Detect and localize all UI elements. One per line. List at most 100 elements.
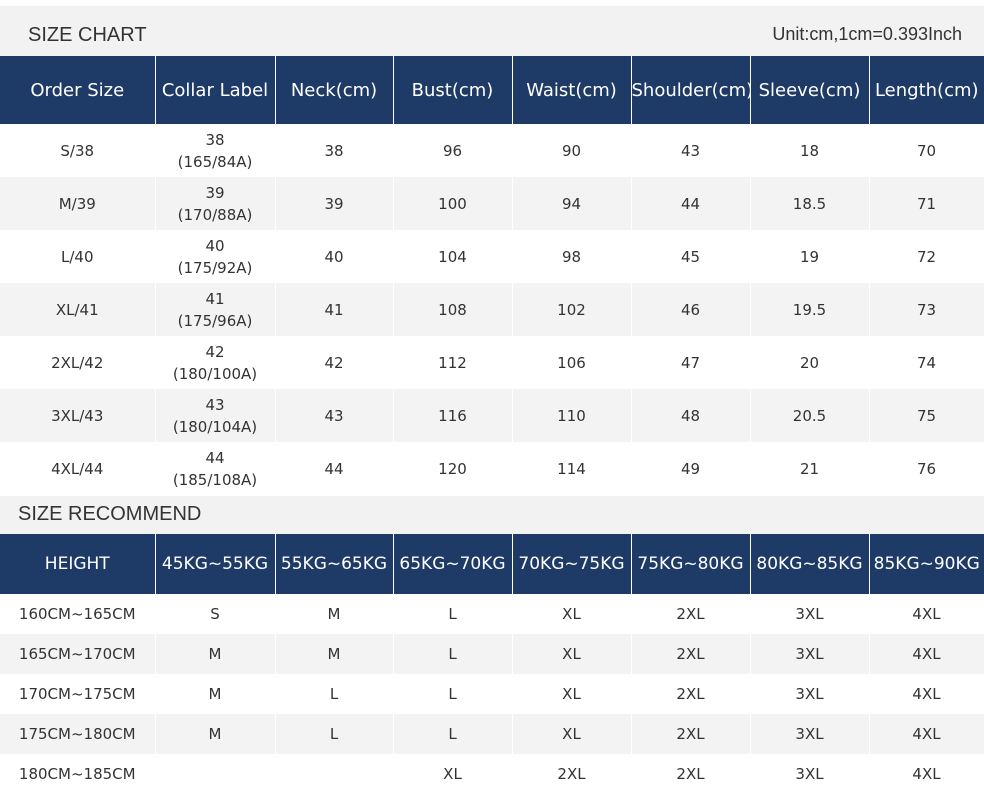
- size-cell: M: [275, 594, 394, 634]
- size-cell: 4XL: [869, 714, 984, 754]
- size-chart-title-bar: SIZE CHART Unit:cm,1cm=0.393Inch: [0, 6, 984, 56]
- neck-cell: 42: [275, 336, 394, 389]
- shoulder-cell: 47: [631, 336, 751, 389]
- size-cell: 2XL: [631, 674, 751, 714]
- collar-label-cell: 42 (180/100A): [155, 336, 276, 389]
- neck-cell: 39: [275, 177, 394, 230]
- header-weight-range: 55KG~65KG: [275, 534, 394, 594]
- size-cell: 3XL: [750, 594, 870, 634]
- sleeve-cell: 18.5: [750, 177, 870, 230]
- unit-note: Unit:cm,1cm=0.393Inch: [772, 24, 962, 44]
- size-cell: 2XL: [631, 714, 751, 754]
- size-cell: 4XL: [869, 634, 984, 674]
- shoulder-cell: 49: [631, 442, 751, 495]
- table-row: M/39 39 (170/88A) 39 100 94 44 18.5 71: [0, 177, 984, 230]
- sleeve-cell: 19: [750, 230, 870, 283]
- sleeve-cell: 20.5: [750, 389, 870, 442]
- size-cell: L: [393, 634, 513, 674]
- table-row: 160CM~165CM S M L XL 2XL 3XL 4XL: [0, 594, 984, 634]
- collar-number: 38: [205, 130, 225, 149]
- collar-spec: (175/92A): [177, 258, 253, 277]
- header-shoulder: Shoulder(cm): [631, 56, 751, 124]
- shoulder-cell: 46: [631, 283, 751, 336]
- size-cell: M: [155, 674, 276, 714]
- table-row: 4XL/44 44 (185/108A) 44 120 114 49 21 76: [0, 442, 984, 495]
- header-neck: Neck(cm): [275, 56, 394, 124]
- table-row: 170CM~175CM M L L XL 2XL 3XL 4XL: [0, 674, 984, 714]
- size-cell: 2XL: [631, 634, 751, 674]
- collar-label-cell: 41 (175/96A): [155, 283, 276, 336]
- collar-number: 40: [205, 236, 225, 255]
- bust-cell: 112: [393, 336, 513, 389]
- size-chart-header-row: Order Size Collar Label Neck(cm) Bust(cm…: [0, 56, 984, 124]
- shoulder-cell: 45: [631, 230, 751, 283]
- collar-spec: (185/108A): [172, 470, 258, 489]
- size-cell: 3XL: [750, 674, 870, 714]
- size-cell: 3XL: [750, 714, 870, 754]
- length-cell: 76: [869, 442, 984, 495]
- order-size-cell: M/39: [0, 177, 156, 230]
- collar-spec: (170/88A): [177, 205, 253, 224]
- size-cell: [275, 754, 394, 794]
- waist-cell: 106: [512, 336, 632, 389]
- waist-cell: 90: [512, 124, 632, 177]
- header-length: Length(cm): [869, 56, 984, 124]
- bust-cell: 96: [393, 124, 513, 177]
- neck-cell: 43: [275, 389, 394, 442]
- size-cell: 4XL: [869, 754, 984, 794]
- table-row: 180CM~185CM XL 2XL 2XL 3XL 4XL: [0, 754, 984, 794]
- header-sleeve: Sleeve(cm): [750, 56, 870, 124]
- neck-cell: 38: [275, 124, 394, 177]
- size-cell: XL: [512, 674, 632, 714]
- collar-number: 44: [205, 448, 225, 467]
- size-cell: XL: [393, 754, 513, 794]
- table-row: 3XL/43 43 (180/104A) 43 116 110 48 20.5 7…: [0, 389, 984, 442]
- size-cell: [155, 754, 276, 794]
- waist-cell: 94: [512, 177, 632, 230]
- header-bust: Bust(cm): [393, 56, 513, 124]
- size-cell: M: [275, 634, 394, 674]
- shoulder-cell: 44: [631, 177, 751, 230]
- height-cell: 160CM~165CM: [0, 594, 156, 634]
- length-cell: 70: [869, 124, 984, 177]
- sleeve-cell: 21: [750, 442, 870, 495]
- size-cell: S: [155, 594, 276, 634]
- size-cell: 4XL: [869, 594, 984, 634]
- header-weight-range: 45KG~55KG: [155, 534, 276, 594]
- header-weight-range: 80KG~85KG: [750, 534, 870, 594]
- header-waist: Waist(cm): [512, 56, 632, 124]
- height-cell: 170CM~175CM: [0, 674, 156, 714]
- collar-spec: (175/96A): [177, 311, 253, 330]
- collar-number: 41: [205, 289, 225, 308]
- bust-cell: 108: [393, 283, 513, 336]
- header-weight-range: 70KG~75KG: [512, 534, 632, 594]
- size-cell: 2XL: [631, 594, 751, 634]
- size-cell: L: [275, 674, 394, 714]
- order-size-cell: XL/41: [0, 283, 156, 336]
- size-cell: 4XL: [869, 674, 984, 714]
- bust-cell: 104: [393, 230, 513, 283]
- order-size-cell: S/38: [0, 124, 156, 177]
- header-height: HEIGHT: [0, 534, 156, 594]
- header-weight-range: 65KG~70KG: [393, 534, 513, 594]
- collar-label-cell: 44 (185/108A): [155, 442, 276, 495]
- size-recommend-title-bar: SIZE RECOMMEND: [0, 496, 984, 534]
- size-cell: L: [393, 714, 513, 754]
- waist-cell: 114: [512, 442, 632, 495]
- size-cell: L: [393, 594, 513, 634]
- bust-cell: 116: [393, 389, 513, 442]
- header-collar-label: Collar Label: [155, 56, 276, 124]
- collar-number: 43: [205, 395, 225, 414]
- order-size-cell: 3XL/43: [0, 389, 156, 442]
- size-cell: XL: [512, 594, 632, 634]
- neck-cell: 41: [275, 283, 394, 336]
- size-cell: M: [155, 714, 276, 754]
- size-cell: XL: [512, 634, 632, 674]
- collar-label-cell: 39 (170/88A): [155, 177, 276, 230]
- shoulder-cell: 43: [631, 124, 751, 177]
- size-recommend-title: SIZE RECOMMEND: [18, 503, 202, 525]
- table-row: S/38 38 (165/84A) 38 96 90 43 18 70: [0, 124, 984, 177]
- size-cell: 2XL: [512, 754, 632, 794]
- height-cell: 175CM~180CM: [0, 714, 156, 754]
